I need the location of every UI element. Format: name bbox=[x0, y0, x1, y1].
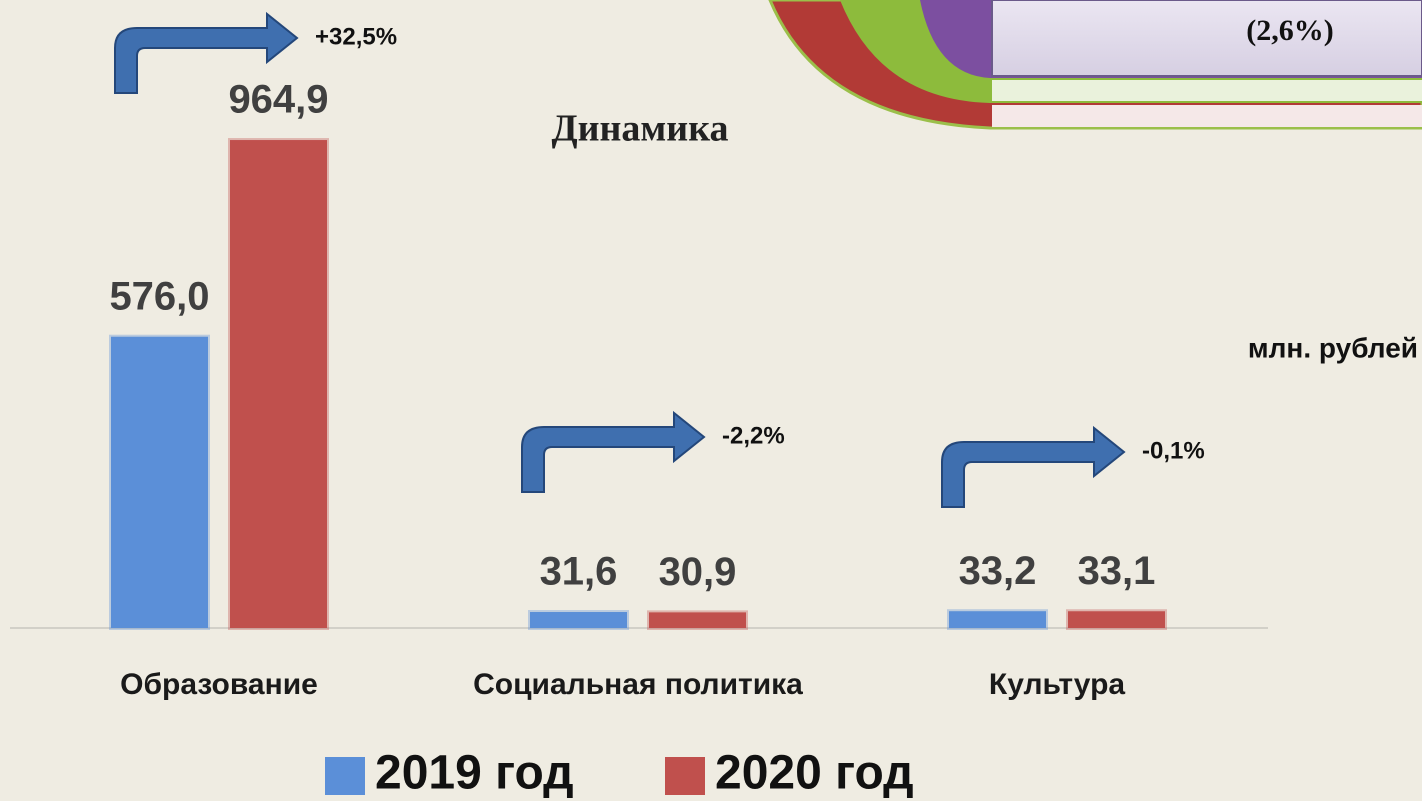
arrow bbox=[941, 425, 1126, 508]
arrows bbox=[114, 11, 1126, 508]
corner-note: (2,6%) bbox=[1246, 14, 1333, 47]
legend-label: 2019 год bbox=[375, 747, 574, 800]
x-tick-label: Социальная политика bbox=[473, 668, 803, 701]
legend-swatch bbox=[665, 757, 705, 795]
data-label: 30,9 bbox=[659, 550, 737, 594]
annotation: -0,1% bbox=[1142, 437, 1205, 464]
bar bbox=[947, 609, 1048, 630]
bar bbox=[528, 610, 629, 631]
chart-title: Динамика bbox=[551, 108, 728, 150]
legend-swatch bbox=[325, 757, 365, 795]
data-label: 33,1 bbox=[1078, 549, 1156, 593]
bar bbox=[1066, 609, 1167, 631]
annotation: +32,5% bbox=[315, 23, 397, 50]
data-label: 576,0 bbox=[109, 274, 209, 318]
data-label: 31,6 bbox=[540, 550, 618, 594]
unit-label: млн. рублей bbox=[1248, 332, 1418, 363]
legend-label: 2020 год bbox=[715, 747, 914, 800]
annotation: -2,2% bbox=[722, 422, 785, 449]
data-label: 33,2 bbox=[959, 549, 1037, 593]
arrow bbox=[521, 410, 706, 493]
arrow bbox=[114, 11, 299, 94]
data-label: 964,9 bbox=[228, 78, 328, 122]
bar bbox=[647, 610, 748, 630]
bar bbox=[228, 138, 329, 630]
x-tick-label: Культура bbox=[989, 668, 1126, 701]
bar bbox=[109, 334, 210, 630]
decoration bbox=[10, 0, 1422, 629]
x-tick-label: Образование bbox=[120, 668, 318, 701]
